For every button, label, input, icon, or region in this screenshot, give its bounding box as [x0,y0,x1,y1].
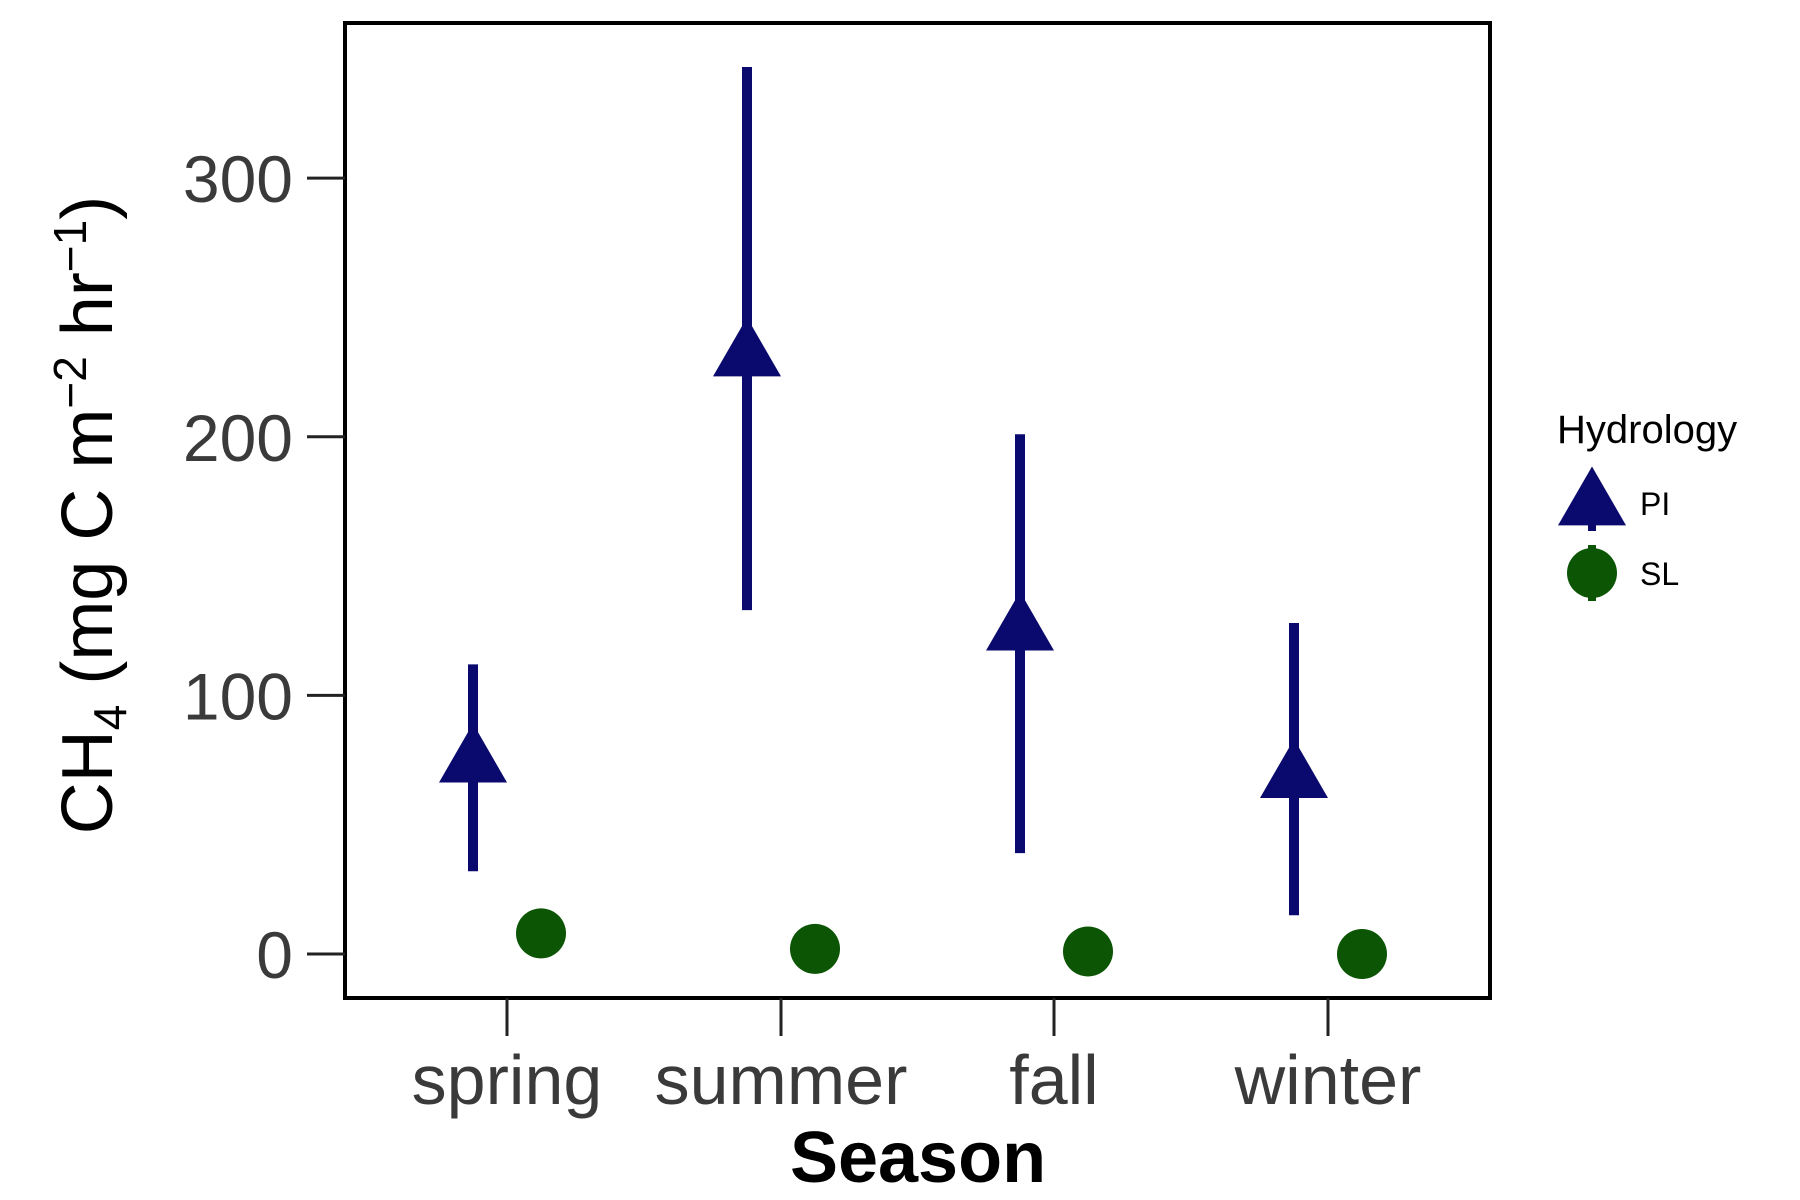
point-PI-spring [439,723,507,783]
x-tick-label-spring: spring [412,1041,603,1119]
x-tick-label-winter: winter [1234,1041,1422,1119]
y-tick-label: 300 [183,142,293,216]
legend-key-PI [1558,466,1626,526]
point-SL-winter [1337,929,1387,980]
legend: Hydrology PI SL [1557,408,1737,601]
plot-layer [439,66,1387,980]
y-axis-title-subscript: 4 [84,705,136,731]
y-axis-title-base: CH [48,730,128,834]
point-PI-summer [713,317,781,377]
y-axis-title-unit-close: ) [48,196,128,220]
x-axis-title: Season [790,1118,1046,1198]
point-SL-summer [790,923,840,974]
y-axis-title: CH4 (mg C m−2 hr−1) [44,196,136,835]
point-PI-fall [986,591,1054,651]
y-tick-label: 0 [256,918,293,992]
y-tick-label: 100 [183,659,293,733]
x-tick-label-summer: summer [655,1041,908,1119]
y-tick-label: 200 [183,401,293,475]
x-tick-label-fall: fall [1009,1041,1098,1119]
plot-panel [343,21,1492,1000]
point-PI-winter [1260,739,1328,798]
legend-label-SL: SL [1640,556,1679,592]
point-SL-spring [516,908,566,959]
legend-title: Hydrology [1557,408,1737,452]
legend-key-SL [1567,548,1617,598]
legend-entries: PI SL [1558,466,1679,601]
y-axis-title-unit-mid: hr [48,272,128,356]
y-axis-title-exp1: −2 [44,356,96,408]
point-SL-fall [1063,926,1113,977]
y-axis-title-exp2: −1 [44,220,96,272]
axis-layer: 0 100 200 300 spring summer fall winter [183,21,1492,1119]
legend-label-PI: PI [1640,486,1670,522]
y-axis-title-unit-open: (mg C m [48,409,128,705]
